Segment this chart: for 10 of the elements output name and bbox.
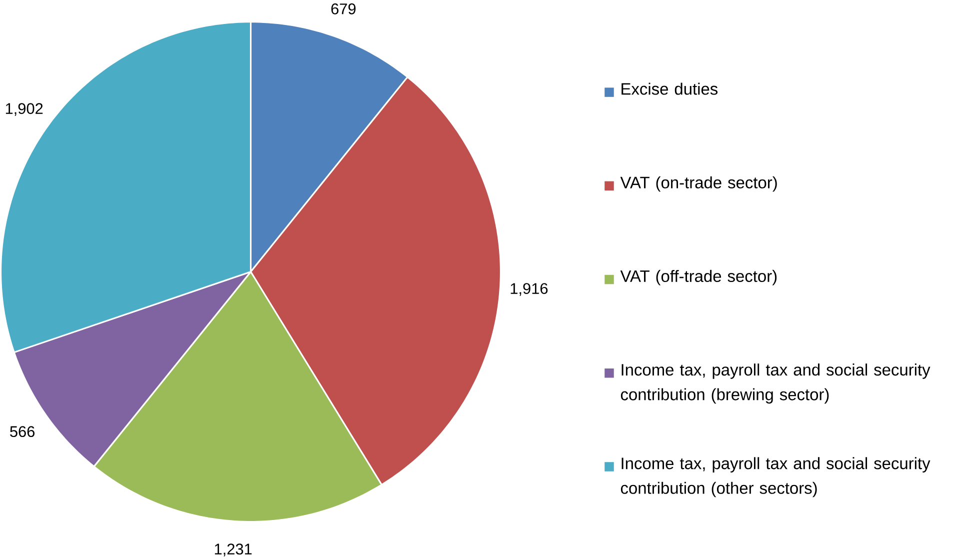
legend-label: VAT (on-trade sector) (620, 176, 777, 192)
data-label: 566 (10, 426, 35, 438)
legend-label: VAT (off-trade sector) (620, 270, 777, 286)
data-label: 1,902 (6, 103, 43, 116)
legend-label: Income tax, payroll tax and social security contribution (brewing sector) (620, 364, 930, 404)
legend-label: Income tax, payroll tax and social security contribution (other sectors) (620, 457, 930, 498)
data-label: 1,231 (214, 544, 252, 556)
legend-label: Excise duties (622, 82, 718, 95)
data-label: 1,916 (510, 283, 548, 296)
data-label: 679 (331, 4, 356, 14)
